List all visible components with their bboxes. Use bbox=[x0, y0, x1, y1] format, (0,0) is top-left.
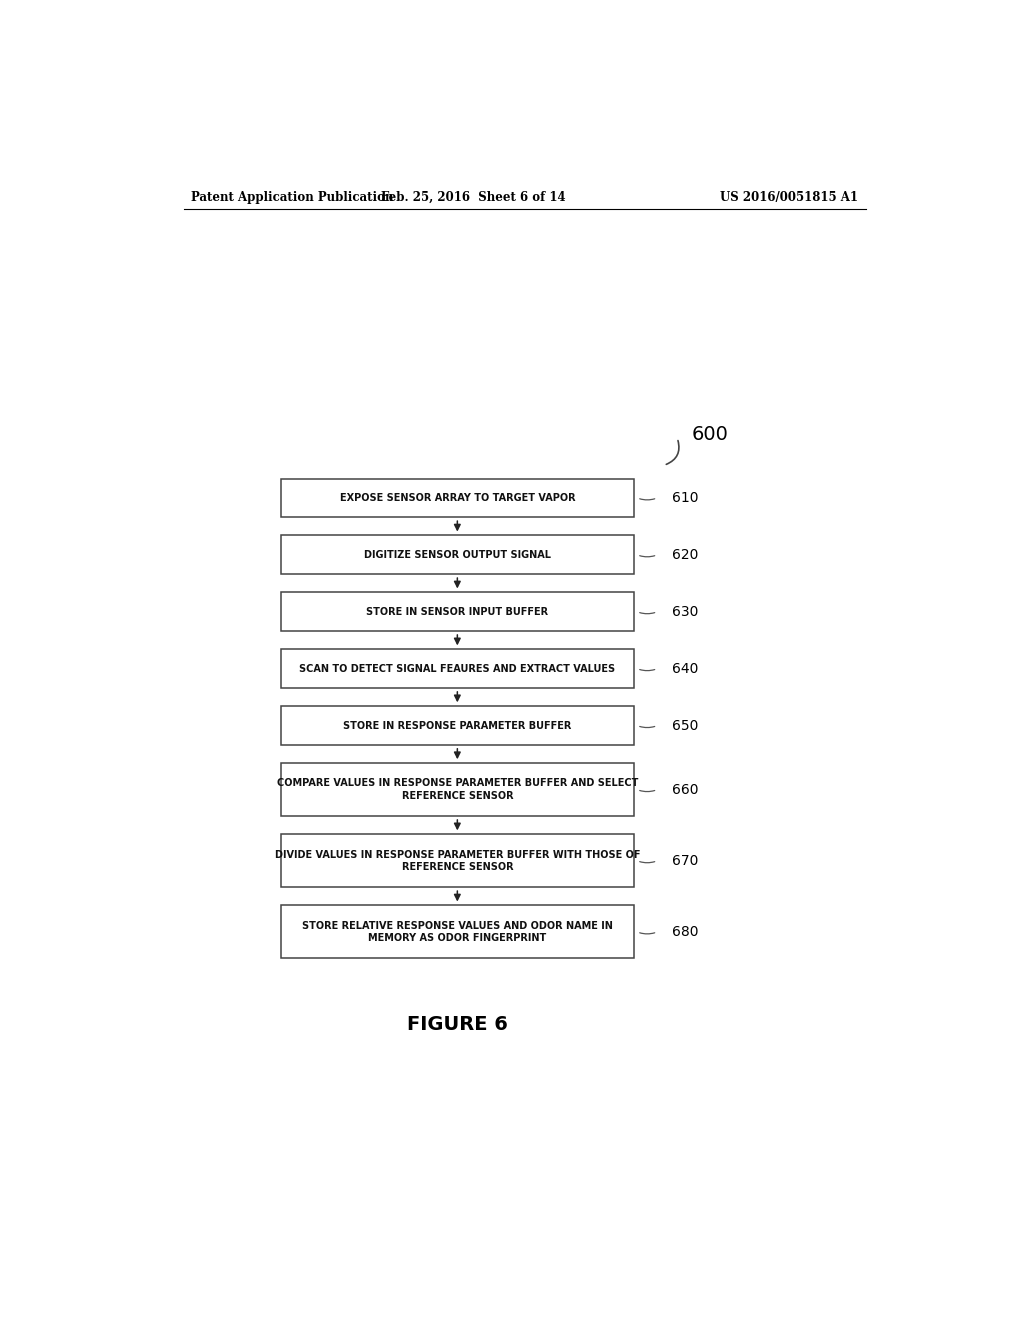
Text: US 2016/0051815 A1: US 2016/0051815 A1 bbox=[720, 190, 858, 203]
Bar bbox=[281, 593, 634, 631]
Text: Feb. 25, 2016  Sheet 6 of 14: Feb. 25, 2016 Sheet 6 of 14 bbox=[381, 190, 565, 203]
Text: 620: 620 bbox=[672, 548, 698, 562]
Text: COMPARE VALUES IN RESPONSE PARAMETER BUFFER AND SELECT
REFERENCE SENSOR: COMPARE VALUES IN RESPONSE PARAMETER BUF… bbox=[276, 779, 638, 801]
Bar bbox=[281, 763, 634, 816]
Bar bbox=[281, 649, 634, 688]
Text: 600: 600 bbox=[691, 425, 728, 445]
Bar bbox=[281, 479, 634, 517]
Bar bbox=[281, 834, 634, 887]
Text: 640: 640 bbox=[672, 661, 698, 676]
Text: STORE IN SENSOR INPUT BUFFER: STORE IN SENSOR INPUT BUFFER bbox=[367, 607, 549, 616]
Text: DIVIDE VALUES IN RESPONSE PARAMETER BUFFER WITH THOSE OF
REFERENCE SENSOR: DIVIDE VALUES IN RESPONSE PARAMETER BUFF… bbox=[274, 850, 640, 873]
Text: Patent Application Publication: Patent Application Publication bbox=[191, 190, 394, 203]
Text: 670: 670 bbox=[672, 854, 698, 867]
Text: DIGITIZE SENSOR OUTPUT SIGNAL: DIGITIZE SENSOR OUTPUT SIGNAL bbox=[364, 550, 551, 560]
Text: 680: 680 bbox=[672, 925, 698, 939]
Text: 630: 630 bbox=[672, 605, 698, 619]
Text: STORE IN RESPONSE PARAMETER BUFFER: STORE IN RESPONSE PARAMETER BUFFER bbox=[343, 721, 571, 730]
Text: STORE RELATIVE RESPONSE VALUES AND ODOR NAME IN
MEMORY AS ODOR FINGERPRINT: STORE RELATIVE RESPONSE VALUES AND ODOR … bbox=[302, 920, 612, 942]
Text: 650: 650 bbox=[672, 718, 698, 733]
Bar bbox=[281, 706, 634, 744]
Text: SCAN TO DETECT SIGNAL FEAURES AND EXTRACT VALUES: SCAN TO DETECT SIGNAL FEAURES AND EXTRAC… bbox=[299, 664, 615, 673]
Text: FIGURE 6: FIGURE 6 bbox=[407, 1015, 508, 1034]
Bar bbox=[281, 906, 634, 958]
Text: EXPOSE SENSOR ARRAY TO TARGET VAPOR: EXPOSE SENSOR ARRAY TO TARGET VAPOR bbox=[340, 492, 575, 503]
Text: 660: 660 bbox=[672, 783, 698, 796]
Text: 610: 610 bbox=[672, 491, 698, 504]
Bar bbox=[281, 536, 634, 574]
